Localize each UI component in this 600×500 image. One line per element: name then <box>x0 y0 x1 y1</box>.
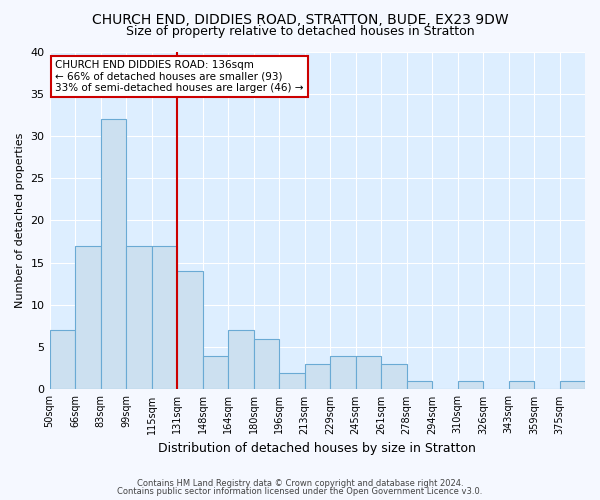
Text: Contains HM Land Registry data © Crown copyright and database right 2024.: Contains HM Land Registry data © Crown c… <box>137 478 463 488</box>
Bar <box>126 246 152 390</box>
X-axis label: Distribution of detached houses by size in Stratton: Distribution of detached houses by size … <box>158 442 476 455</box>
Bar <box>101 119 126 390</box>
Bar <box>407 381 432 390</box>
Bar <box>50 330 75 390</box>
Bar <box>203 356 228 390</box>
Bar <box>279 372 305 390</box>
Bar <box>254 338 279 390</box>
Bar <box>75 246 101 390</box>
Bar <box>356 356 381 390</box>
Bar <box>228 330 254 390</box>
Text: CHURCH END DIDDIES ROAD: 136sqm
← 66% of detached houses are smaller (93)
33% of: CHURCH END DIDDIES ROAD: 136sqm ← 66% of… <box>55 60 304 93</box>
Bar <box>560 381 585 390</box>
Bar <box>458 381 483 390</box>
Text: CHURCH END, DIDDIES ROAD, STRATTON, BUDE, EX23 9DW: CHURCH END, DIDDIES ROAD, STRATTON, BUDE… <box>92 12 508 26</box>
Bar <box>330 356 356 390</box>
Text: Size of property relative to detached houses in Stratton: Size of property relative to detached ho… <box>125 25 475 38</box>
Bar <box>509 381 534 390</box>
Bar <box>177 271 203 390</box>
Bar <box>381 364 407 390</box>
Y-axis label: Number of detached properties: Number of detached properties <box>15 133 25 308</box>
Bar <box>152 246 177 390</box>
Bar <box>305 364 330 390</box>
Text: Contains public sector information licensed under the Open Government Licence v3: Contains public sector information licen… <box>118 487 482 496</box>
